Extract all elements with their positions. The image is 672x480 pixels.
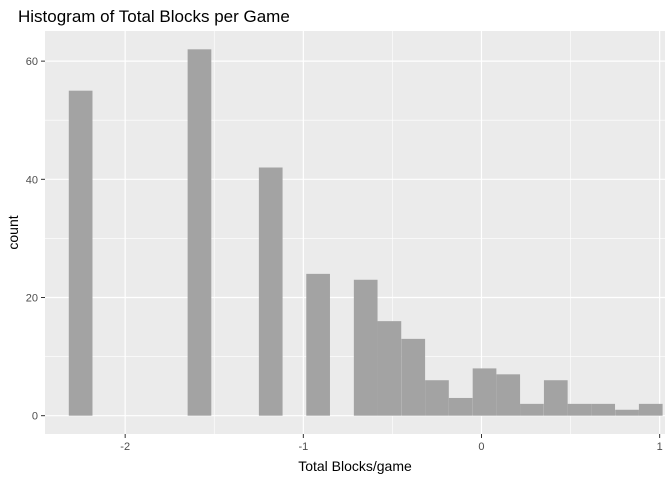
histogram-bar xyxy=(638,403,663,416)
histogram-bar xyxy=(425,380,449,416)
x-tick-label: 1 xyxy=(657,441,663,453)
y-axis-title: count xyxy=(5,215,21,249)
y-axis: 0 20 40 60 xyxy=(26,56,45,423)
histogram-bar xyxy=(353,279,378,416)
histogram-bar xyxy=(448,397,473,416)
y-tick-label: 60 xyxy=(26,56,38,68)
histogram-bar xyxy=(472,368,497,416)
histogram-bar xyxy=(401,338,426,416)
histogram-bar xyxy=(567,403,592,416)
x-axis-title: Total Blocks/game xyxy=(298,458,412,474)
histogram-bar xyxy=(306,273,330,416)
histogram-bars xyxy=(68,49,663,416)
y-tick-label: 20 xyxy=(26,293,38,305)
chart-title: Histogram of Total Blocks per Game xyxy=(18,7,290,26)
y-tick-label: 0 xyxy=(32,411,38,423)
x-tick-label: -1 xyxy=(298,441,308,453)
histogram-bar xyxy=(496,374,521,416)
x-axis: -2 -1 0 1 xyxy=(120,434,663,453)
histogram-bar xyxy=(615,409,639,416)
histogram-bar xyxy=(258,167,283,416)
x-tick-label: -2 xyxy=(120,441,130,453)
histogram-bar xyxy=(187,49,212,416)
histogram-bar xyxy=(520,403,544,416)
histogram-bar xyxy=(543,380,568,416)
histogram-bar xyxy=(377,321,402,416)
x-tick-label: 0 xyxy=(478,441,484,453)
histogram-bar xyxy=(68,90,93,416)
y-tick-label: 40 xyxy=(26,174,38,186)
histogram-bar xyxy=(591,403,616,416)
